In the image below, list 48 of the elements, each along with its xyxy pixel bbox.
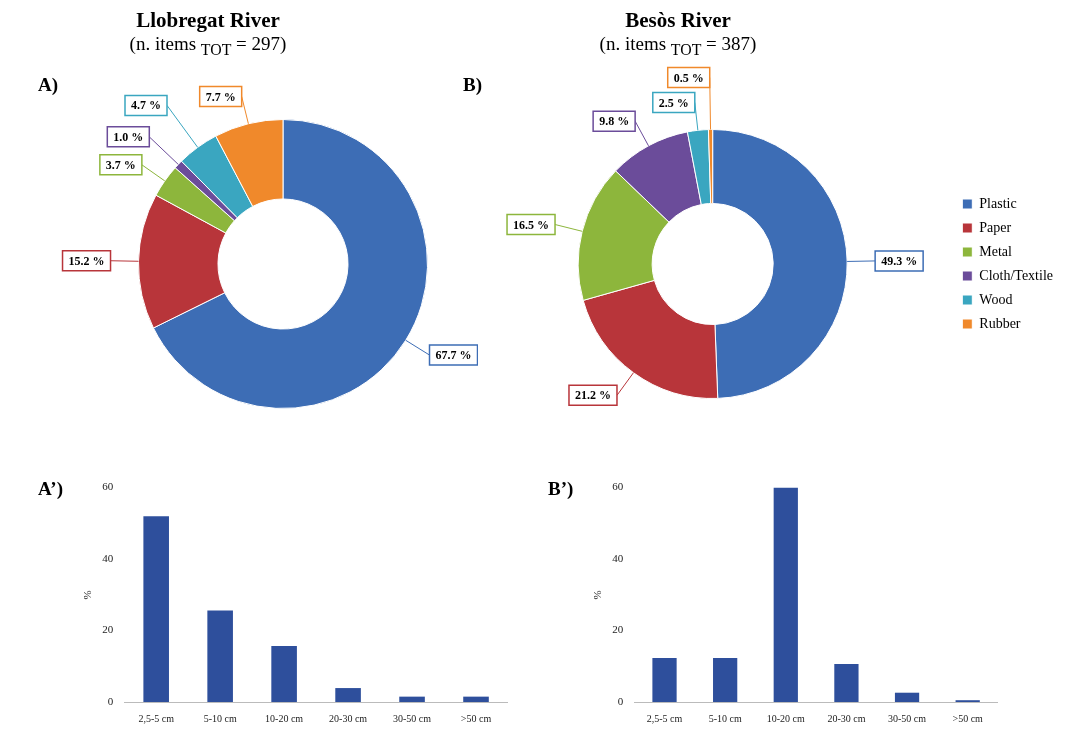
y-tick-label: 0 xyxy=(107,694,114,707)
x-tick-label: 20-30 cm xyxy=(827,712,866,724)
y-tick-label: 0 xyxy=(617,694,624,707)
chart-title: Llobregat River xyxy=(135,8,281,33)
y-tick-label: 60 xyxy=(612,480,624,493)
x-tick-label: >50 cm xyxy=(952,712,984,724)
data-label: 15.2 % xyxy=(68,253,105,268)
y-tick-label: 60 xyxy=(102,480,114,493)
data-label: 21.2 % xyxy=(574,388,611,403)
y-tick-label: 40 xyxy=(102,551,114,564)
data-label: 49.3 % xyxy=(881,253,918,268)
y-tick-label: 20 xyxy=(612,623,624,636)
x-tick-label: 2,5-5 cm xyxy=(138,712,175,724)
data-label: 7.7 % xyxy=(205,89,236,104)
text: A) xyxy=(38,74,59,96)
x-tick-label: 30-50 cm xyxy=(888,712,927,724)
legend-label: Paper xyxy=(979,219,1012,235)
x-tick-label: >50 cm xyxy=(460,712,492,724)
x-tick-label: 30-50 cm xyxy=(393,712,432,724)
y-tick-label: 20 xyxy=(102,623,114,636)
x-tick-label: 5-10 cm xyxy=(203,712,237,724)
text: B) xyxy=(463,74,482,96)
legend-label: Rubber xyxy=(979,315,1021,331)
legend-label: Plastic xyxy=(979,195,1017,211)
data-label: 67.7 % xyxy=(435,347,472,362)
data-label: 0.5 % xyxy=(673,70,704,85)
x-tick-label: 10-20 cm xyxy=(265,712,304,724)
x-tick-label: 2,5-5 cm xyxy=(646,712,683,724)
x-tick-label: 5-10 cm xyxy=(708,712,742,724)
x-tick-label: 10-20 cm xyxy=(766,712,806,724)
chart-subtitle: (n. items $_{TOT}$ = 387) xyxy=(598,33,758,59)
legend-label: Wood xyxy=(979,291,1013,307)
legend-label: Metal xyxy=(979,243,1013,259)
chart-title: Besòs River xyxy=(624,8,732,33)
data-label: 1.0 % xyxy=(113,129,144,144)
data-label: 9.8 % xyxy=(599,114,630,129)
data-label: 4.7 % xyxy=(131,98,161,113)
text: B’) xyxy=(548,478,574,500)
data-label: 2.5 % xyxy=(658,95,689,110)
y-axis-title: % xyxy=(591,590,604,600)
x-tick-label: 20-30 cm xyxy=(329,712,368,724)
y-tick-label: 40 xyxy=(612,551,624,564)
y-axis-title: % xyxy=(81,590,94,600)
data-label: 16.5 % xyxy=(513,217,550,232)
text: A’) xyxy=(38,478,63,500)
data-label: 3.7 % xyxy=(105,157,136,172)
chart-subtitle: (n. items $_{TOT}$ = 297) xyxy=(128,33,288,59)
legend-label: Cloth/Textile xyxy=(979,267,1054,283)
